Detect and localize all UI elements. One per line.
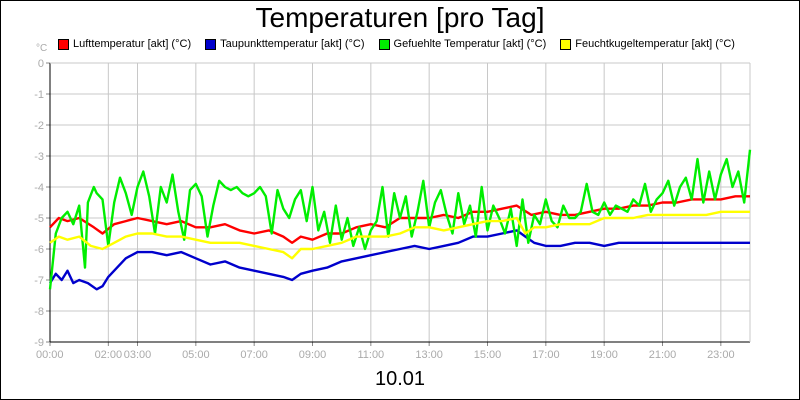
legend-swatch-taupunkttemperatur	[205, 38, 217, 50]
plot-background	[50, 63, 750, 342]
x-tick-label: 15:00	[474, 349, 502, 361]
x-tick-label: 09:00	[299, 349, 327, 361]
legend-swatch-gefuehlte-temperatur	[378, 38, 390, 50]
x-tick-label: 03:00	[124, 349, 152, 361]
legend-swatch-lufttemperatur	[58, 38, 69, 50]
y-tick-label: -2	[34, 120, 44, 132]
legend-label-feuchtkugeltemperatur: Feuchtkugeltemperatur [akt] (°C)	[575, 38, 735, 50]
legend-label-taupunkttemperatur: Taupunkttemperatur [akt] (°C)	[220, 38, 365, 50]
x-tick-label: 19:00	[590, 349, 618, 361]
y-tick-label: -3	[34, 151, 44, 163]
series-line-feuchtkugeltemperatur	[49, 210, 750, 260]
y-tick-label: 0	[38, 58, 44, 70]
y-tick-label: -4	[34, 182, 44, 194]
legend-item-lufttemperatur: Lufttemperatur [akt] (°C)	[58, 38, 191, 50]
y-tick-label: -5	[34, 213, 44, 225]
x-tick-label: 21:00	[649, 349, 677, 361]
x-tick-label: 02:00	[95, 349, 123, 361]
legend-label-gefuehlte-temperatur: Gefuehlte Temperatur [akt] (°C)	[393, 38, 547, 50]
legend-item-feuchtkugeltemperatur: Feuchtkugeltemperatur [akt] (°C)	[560, 38, 735, 50]
x-tick-label: 07:00	[240, 349, 268, 361]
y-tick-label: -7	[34, 275, 44, 287]
x-tick-label: 23:00	[707, 349, 735, 361]
y-tick-label: -9	[34, 337, 44, 349]
series-line-taupunkttemperatur	[48, 229, 750, 291]
legend-item-gefuehlte-temperatur: Gefuehlte Temperatur [akt] (°C)	[378, 38, 547, 50]
legend-label-lufttemperatur: Lufttemperatur [akt] (°C)	[73, 38, 192, 50]
legend-swatch-feuchtkugeltemperatur	[560, 38, 572, 50]
y-tick-label: -6	[34, 244, 44, 256]
chart-legend: Lufttemperatur [akt] (°C) Taupunkttemper…	[58, 38, 735, 50]
chart-title: Temperaturen [pro Tag]	[255, 2, 545, 33]
x-tick-label: 05:00	[182, 349, 210, 361]
x-tick-label: 13:00	[415, 349, 443, 361]
y-axis-unit: °C	[36, 43, 48, 54]
series-line-gefuehlte-temperatur	[48, 149, 752, 290]
legend-item-taupunkttemperatur: Taupunkttemperatur [akt] (°C)	[205, 38, 365, 50]
y-tick-label: -1	[34, 89, 44, 101]
x-axis-date-label: 10.01	[374, 368, 426, 390]
y-tick-label: -8	[34, 306, 44, 318]
series-line-lufttemperatur	[49, 195, 750, 245]
x-tick-label: 17:00	[532, 349, 560, 361]
x-tick-label: 11:00	[357, 349, 384, 361]
x-tick-label: 00:00	[36, 349, 64, 361]
